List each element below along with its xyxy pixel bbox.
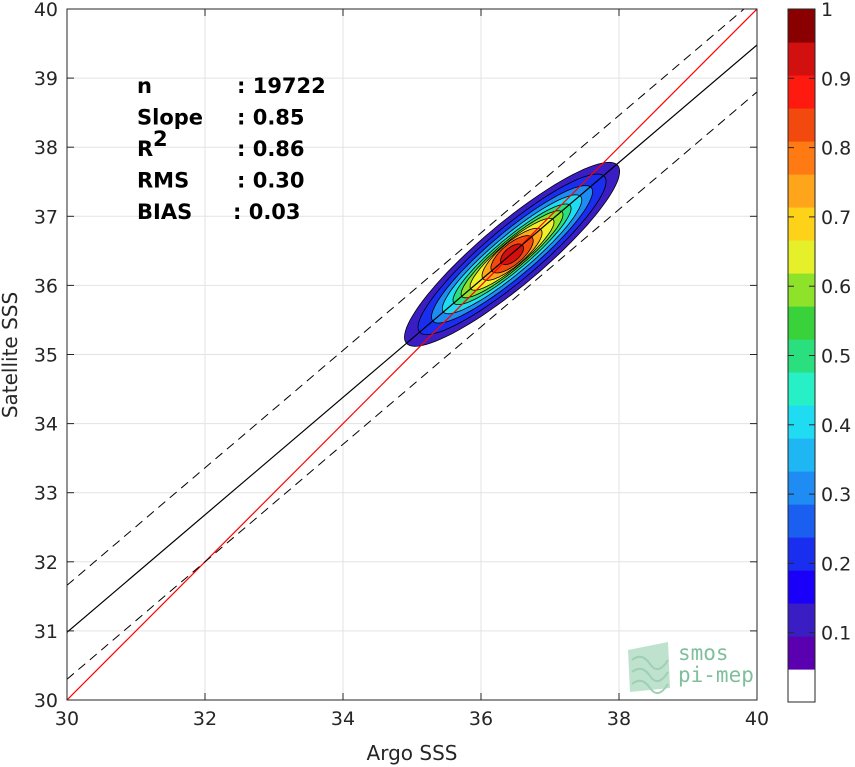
- colorbar-segment: [788, 306, 815, 340]
- colorbar-segment: [788, 240, 815, 274]
- colorbar-segment: [788, 537, 815, 571]
- y-tick-label: 33: [34, 483, 58, 505]
- stat-label-superscript: 2: [153, 127, 168, 151]
- colorbar-segment: [788, 9, 815, 43]
- colorbar-tick-label: 0.6: [821, 276, 851, 298]
- fit-upper-dashed-line: [67, 9, 745, 586]
- x-tick-label: 38: [607, 708, 631, 730]
- colorbar-segment: [788, 405, 815, 439]
- colorbar-segment: [788, 570, 815, 604]
- colorbar-segment: [788, 372, 815, 406]
- fit-line: [67, 44, 757, 633]
- stat-label-r: R: [137, 137, 153, 161]
- stat-value-slope: : 0.85: [237, 106, 305, 130]
- x-tick-label: 30: [55, 708, 79, 730]
- colorbar-tick-label: 0.1: [821, 623, 851, 645]
- x-tick-label: 36: [469, 708, 493, 730]
- colorbar-tick-label: 0.2: [821, 553, 851, 575]
- y-tick-label: 31: [34, 621, 58, 643]
- colorbar-tick-label: 0.9: [821, 68, 851, 90]
- y-axis-label: Satellite SSS: [0, 292, 22, 418]
- colorbar-segment: [788, 108, 815, 142]
- colorbar-tick-label: 1: [821, 0, 833, 21]
- stat-label-bias: BIAS: [137, 200, 192, 224]
- watermark-line-2: pi-mep: [678, 663, 754, 687]
- stat-value-rms: : 0.30: [237, 169, 305, 193]
- x-axis-label: Argo SSS: [367, 741, 458, 765]
- smos-pi-mep-watermark: smos pi-mep: [628, 641, 754, 695]
- identity-line: [67, 9, 757, 700]
- y-axis-ticks: 30 31 32 33 34 35 36 37 38 39 40: [34, 0, 757, 712]
- colorbar-segment: [788, 141, 815, 175]
- colorbar-segment: [788, 438, 815, 472]
- stat-label-rms: RMS: [137, 169, 189, 193]
- colorbar-segment: [788, 75, 815, 109]
- stat-value-n: : 19722: [237, 74, 326, 98]
- x-tick-label: 40: [745, 708, 769, 730]
- colorbar-segment: [788, 669, 815, 703]
- stat-value-bias: : 0.03: [233, 200, 301, 224]
- x-axis-ticks: 30 32 34 36 38 40: [55, 9, 769, 730]
- stat-label-slope: Slope: [137, 106, 203, 130]
- colorbar-segment: [788, 207, 815, 241]
- y-tick-label: 30: [34, 690, 58, 712]
- colorbar-segment: [788, 636, 815, 670]
- y-tick-label: 35: [34, 345, 58, 367]
- colorbar-segment: [788, 504, 815, 538]
- y-tick-label: 38: [34, 137, 58, 159]
- colorbar-tick-label: 0.5: [821, 346, 851, 368]
- stat-label-n: n: [137, 74, 152, 98]
- colorbar-segment: [788, 42, 815, 76]
- fit-lower-dashed-line: [67, 91, 757, 680]
- smos-logo-icon: [628, 642, 670, 695]
- colorbar-segment: [788, 174, 815, 208]
- colorbar-tick-label: 0.8: [821, 138, 851, 160]
- stat-value-r: : 0.86: [237, 137, 305, 161]
- colorbar-segment: [788, 603, 815, 637]
- y-tick-label: 36: [34, 275, 58, 297]
- x-tick-label: 34: [331, 708, 355, 730]
- colorbar-tick-label: 0.7: [821, 207, 851, 229]
- y-tick-label: 34: [34, 414, 58, 436]
- y-tick-label: 40: [34, 0, 58, 21]
- watermark-line-1: smos: [678, 641, 729, 665]
- colorbar-segment: [788, 471, 815, 505]
- colorbar: 0.1 0.2 0.3 0.4 0.5 0.6 0.7 0.8 0.9 1: [787, 0, 851, 703]
- statistics-annotation: n : 19722 Slope : 0.85 R 2 : 0.86 RMS : 0.30 BIAS…: [137, 74, 326, 224]
- y-tick-label: 39: [34, 68, 58, 90]
- y-tick-label: 37: [34, 206, 58, 228]
- colorbar-tick-label: 0.3: [821, 484, 851, 506]
- y-tick-label: 32: [34, 552, 58, 574]
- colorbar-segment: [788, 273, 815, 307]
- x-tick-label: 32: [193, 708, 217, 730]
- regression-lines: [67, 9, 757, 700]
- colorbar-tick-label: 0.4: [821, 415, 851, 437]
